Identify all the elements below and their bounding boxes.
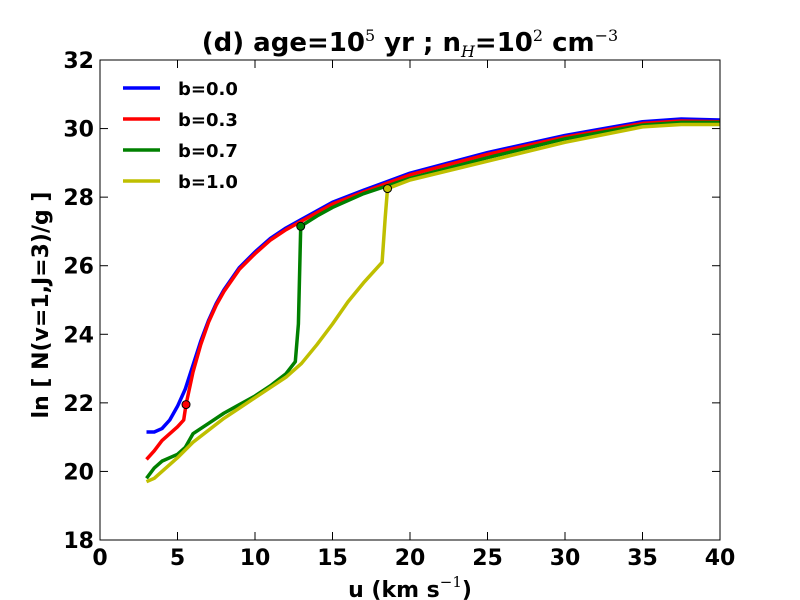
y-tick-label: 22: [63, 392, 94, 417]
x-axis-label: u (km s−1): [348, 573, 472, 600]
legend-label: b=1.0: [178, 172, 238, 193]
legend-label: b=0.3: [178, 110, 238, 131]
y-axis-label: ln [ N(v=1,J=3)/g ]: [29, 192, 54, 419]
y-tick-label: 24: [63, 323, 94, 348]
x-tick-label: 25: [472, 546, 503, 571]
plot-frame: [99, 59, 721, 541]
series-layer: [145, 117, 721, 484]
y-tick-label: 28: [63, 186, 94, 211]
y-tick-label: 20: [63, 460, 94, 485]
x-tick-label: 40: [705, 546, 736, 571]
x-tick-label: 30: [550, 546, 581, 571]
series-marker-b-1-0: [383, 184, 393, 194]
series-line-b-0-3: [145, 119, 721, 461]
x-tick-label: 5: [170, 546, 185, 571]
legend: b=0.0 b=0.3 b=0.7 b=1.0: [123, 79, 238, 193]
legend-label: b=0.7: [178, 141, 238, 162]
y-tick-label: 18: [63, 529, 94, 554]
x-tick-label: 20: [395, 546, 426, 571]
y-tick-label: 32: [63, 49, 94, 74]
series-line-b-0-0: [146, 117, 721, 434]
axis-ticks: [99, 59, 721, 541]
series-line-b-0-7: [145, 120, 720, 480]
x-tick-label: 15: [317, 546, 348, 571]
x-tick-label: 10: [240, 546, 271, 571]
x-tick-label: 0: [92, 546, 107, 571]
legend-label: b=0.0: [178, 79, 238, 100]
chart-title: (d) age=105 yr ; nH=102 cm−3: [202, 26, 618, 61]
x-tick-label: 35: [627, 546, 658, 571]
series-marker-b-0-3: [181, 400, 191, 410]
series-marker-b-0-7: [296, 221, 306, 231]
series-line-b-1-0: [145, 122, 720, 484]
tick-labels: 0 5 10 15 20 25 30 35 40 18 20 22 24 26 28 30 32: [63, 49, 735, 571]
y-tick-label: 30: [63, 118, 94, 143]
y-tick-label: 26: [63, 255, 94, 280]
